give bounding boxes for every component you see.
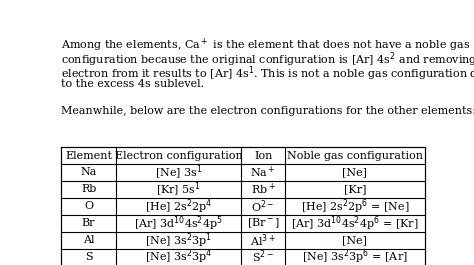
Text: [Kr]: [Kr] <box>344 184 366 195</box>
Text: Br: Br <box>82 218 95 228</box>
Text: S$^{2-}$: S$^{2-}$ <box>252 249 274 265</box>
Text: Element: Element <box>65 151 112 161</box>
Text: to the excess 4s sublevel.: to the excess 4s sublevel. <box>61 78 204 89</box>
Text: [Kr] 5s$^1$: [Kr] 5s$^1$ <box>156 180 201 198</box>
Text: [He] 2s$^2$2p$^4$: [He] 2s$^2$2p$^4$ <box>145 197 212 216</box>
Text: S: S <box>85 252 92 262</box>
Text: electron from it results to [Ar] 4s$^1$. This is not a noble gas configuration d: electron from it results to [Ar] 4s$^1$.… <box>61 65 474 83</box>
Text: Na$^+$: Na$^+$ <box>250 165 276 180</box>
Text: Noble gas configuration: Noble gas configuration <box>287 151 423 161</box>
Text: [Ar] 3d$^{10}$4s$^2$4p$^5$: [Ar] 3d$^{10}$4s$^2$4p$^5$ <box>134 214 223 233</box>
Text: Rb: Rb <box>81 184 96 195</box>
Text: O: O <box>84 201 93 211</box>
Bar <box>61 147 425 265</box>
Text: [Ne] 3s$^1$: [Ne] 3s$^1$ <box>155 164 202 182</box>
Text: Meanwhile, below are the electron configurations for the other elements:: Meanwhile, below are the electron config… <box>61 106 474 116</box>
Text: Ion: Ion <box>254 151 273 161</box>
Text: [Ne] 3s$^2$3p$^1$: [Ne] 3s$^2$3p$^1$ <box>145 231 212 250</box>
Text: O$^{2-}$: O$^{2-}$ <box>252 198 275 215</box>
Text: [Br$^-$]: [Br$^-$] <box>246 217 280 230</box>
Text: Rb$^+$: Rb$^+$ <box>251 182 275 197</box>
Text: Among the elements, Ca$^+$ is the element that does not have a noble gas: Among the elements, Ca$^+$ is the elemen… <box>61 37 470 54</box>
Text: Na: Na <box>81 167 97 178</box>
Text: [He] 2s$^2$2p$^6$ = [Ne]: [He] 2s$^2$2p$^6$ = [Ne] <box>301 197 409 216</box>
Text: Al: Al <box>83 235 94 245</box>
Text: Al$^{3+}$: Al$^{3+}$ <box>250 232 276 249</box>
Text: Electron configuration: Electron configuration <box>115 151 243 161</box>
Text: [Ar] 3d$^{10}$4s$^2$4p$^6$ = [Kr]: [Ar] 3d$^{10}$4s$^2$4p$^6$ = [Kr] <box>291 214 419 233</box>
Text: [Ne]: [Ne] <box>343 235 367 245</box>
Text: [Ne]: [Ne] <box>343 167 367 178</box>
Text: [Ne] 3s$^2$3p$^4$: [Ne] 3s$^2$3p$^4$ <box>145 248 212 265</box>
Text: configuration because the original configuration is [Ar] 4s$^2$ and removing 1: configuration because the original confi… <box>61 51 474 69</box>
Text: [Ne] 3s$^2$3p$^6$ = [Ar]: [Ne] 3s$^2$3p$^6$ = [Ar] <box>302 248 408 265</box>
